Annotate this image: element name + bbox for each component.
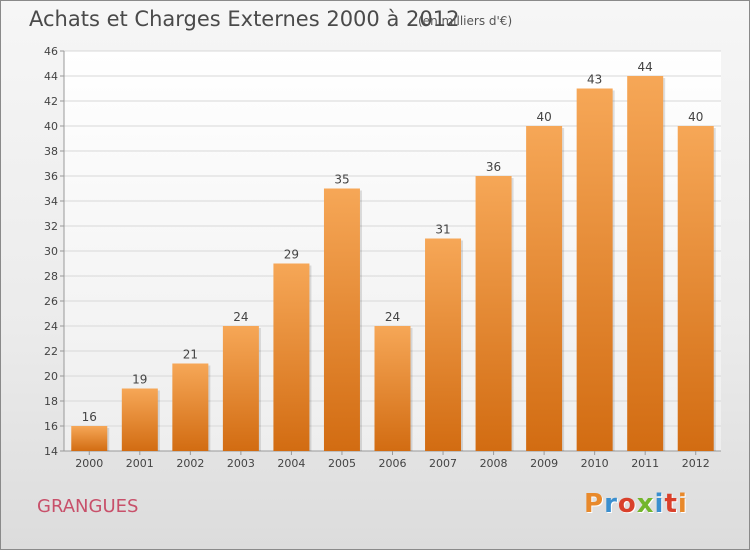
unit-note: (en milliers d'€) [418, 14, 513, 28]
data-label: 43 [587, 73, 602, 87]
y-tick-label: 18 [44, 395, 58, 408]
data-label: 36 [486, 160, 501, 174]
bar [323, 188, 360, 451]
data-label: 40 [536, 110, 551, 124]
y-tick-label: 34 [44, 195, 58, 208]
x-tick-label: 2005 [328, 457, 356, 470]
data-label: 24 [233, 310, 248, 324]
logo-letter: i [654, 489, 665, 519]
x-tick-label: 2001 [126, 457, 154, 470]
data-label: 24 [385, 310, 400, 324]
x-tick-label: 2011 [631, 457, 659, 470]
logo-letter: i [677, 489, 688, 519]
x-tick-label: 2006 [379, 457, 407, 470]
y-tick-label: 24 [44, 320, 58, 333]
x-tick-label: 2004 [277, 457, 305, 470]
data-label: 16 [82, 410, 97, 424]
x-tick-label: 2012 [682, 457, 710, 470]
data-label: 19 [132, 373, 147, 387]
data-label: 44 [638, 60, 653, 74]
bar [475, 176, 512, 451]
bar [121, 388, 158, 451]
x-tick-label: 2003 [227, 457, 255, 470]
data-label: 21 [183, 348, 198, 362]
y-tick-label: 20 [44, 370, 58, 383]
bar [576, 88, 613, 451]
y-tick-label: 22 [44, 345, 58, 358]
chart-title: Achats et Charges Externes 2000 à 2012 [29, 7, 460, 31]
y-tick-label: 26 [44, 295, 58, 308]
bar [374, 326, 411, 451]
y-tick-label: 14 [44, 445, 58, 458]
logo-letter: t [664, 489, 678, 519]
bar [425, 238, 462, 451]
y-tick-label: 40 [44, 120, 58, 133]
logo-letter: r [604, 489, 618, 519]
y-tick-label: 30 [44, 245, 58, 258]
commune-name: GRANGUES [37, 496, 139, 517]
bar [526, 126, 563, 451]
bar [273, 263, 310, 451]
y-tick-label: 32 [44, 220, 58, 233]
logo-letter: x [636, 489, 655, 519]
x-tick-label: 2008 [480, 457, 508, 470]
bar [71, 426, 108, 451]
y-tick-label: 42 [44, 95, 58, 108]
x-tick-label: 2002 [176, 457, 204, 470]
logo-letter: P [584, 489, 605, 519]
y-tick-label: 46 [44, 45, 58, 58]
bar [172, 363, 209, 451]
bar [677, 126, 714, 451]
y-tick-label: 28 [44, 270, 58, 283]
logo-letter: o [617, 489, 637, 519]
y-tick-label: 36 [44, 170, 58, 183]
x-tick-label: 2000 [75, 457, 103, 470]
data-label: 31 [435, 223, 450, 237]
bar [222, 326, 259, 451]
x-tick-label: 2007 [429, 457, 457, 470]
data-label: 35 [334, 173, 349, 187]
x-tick-label: 2009 [530, 457, 558, 470]
x-tick-label: 2010 [581, 457, 609, 470]
data-label: 29 [284, 248, 299, 262]
y-tick-label: 44 [44, 70, 58, 83]
bar [627, 76, 664, 451]
y-tick-label: 16 [44, 420, 58, 433]
proxiti-logo[interactable]: Proxiti [584, 489, 688, 519]
data-label: 40 [688, 110, 703, 124]
y-tick-label: 38 [44, 145, 58, 158]
